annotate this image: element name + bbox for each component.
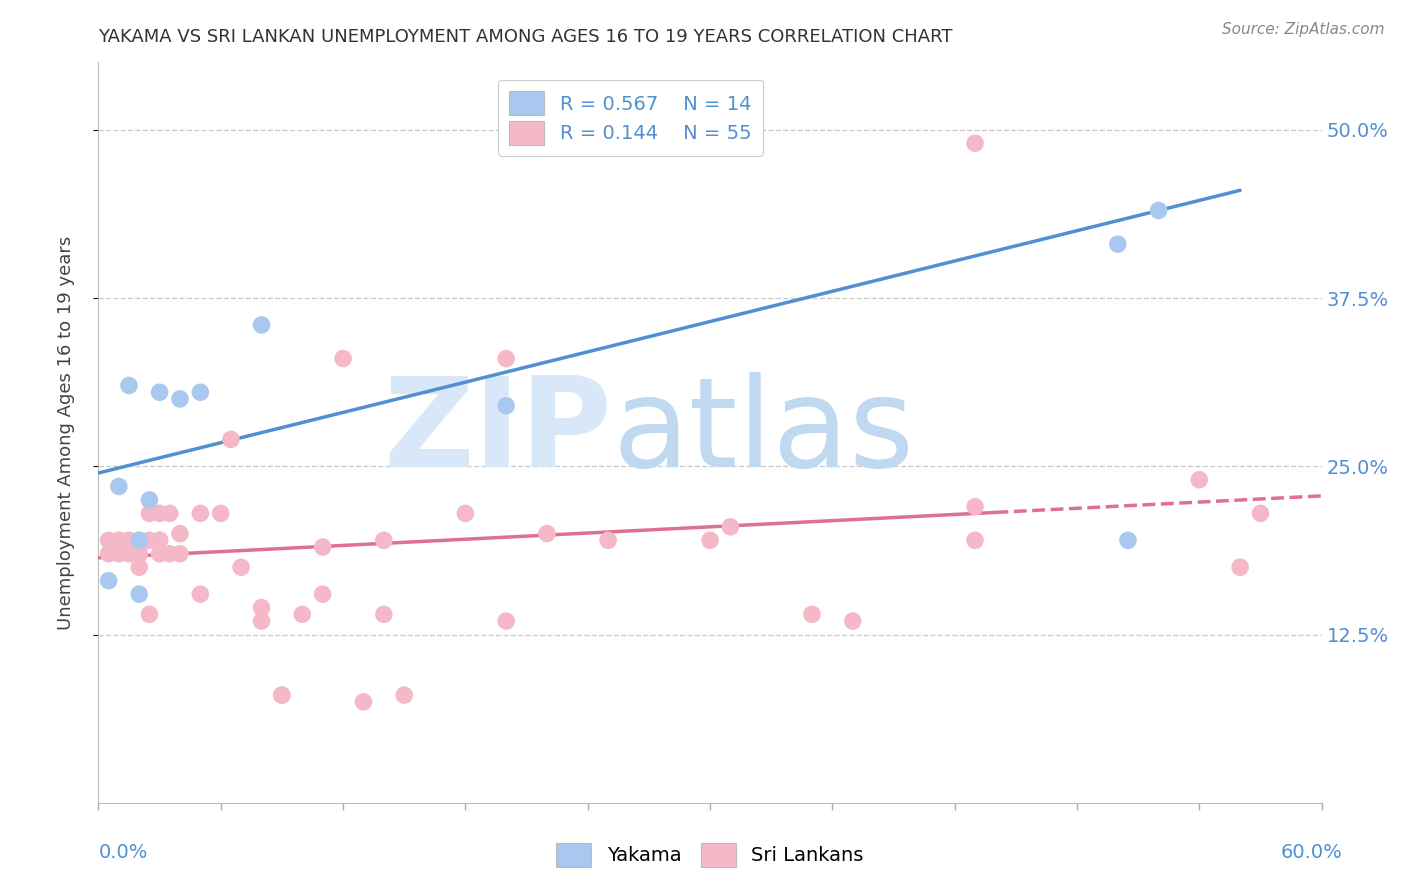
- Point: [149, 507, 172, 521]
- Point: [270, 688, 294, 702]
- Point: [454, 507, 477, 521]
- Point: [270, 688, 294, 702]
- Point: [149, 547, 172, 561]
- Point: [169, 392, 191, 406]
- Point: [149, 533, 172, 548]
- Point: [159, 507, 181, 521]
- Point: [801, 607, 824, 622]
- Point: [138, 492, 160, 507]
- Point: [108, 533, 131, 548]
- Point: [495, 351, 517, 366]
- Point: [495, 614, 517, 628]
- Point: [97, 574, 120, 588]
- Point: [108, 533, 131, 548]
- Point: [128, 547, 150, 561]
- Point: [965, 136, 987, 151]
- Point: [118, 378, 141, 392]
- Point: [188, 385, 212, 400]
- Point: [352, 695, 374, 709]
- Point: [841, 614, 863, 628]
- Point: [108, 479, 131, 493]
- Point: [312, 540, 335, 554]
- Point: [536, 526, 558, 541]
- Point: [373, 607, 395, 622]
- Point: [250, 614, 273, 628]
- Point: [209, 507, 232, 521]
- Point: [149, 533, 172, 548]
- Point: [138, 507, 160, 521]
- Text: 0.0%: 0.0%: [98, 843, 148, 862]
- Point: [128, 533, 150, 548]
- Y-axis label: Unemployment Among Ages 16 to 19 years: Unemployment Among Ages 16 to 19 years: [56, 235, 75, 630]
- Point: [1249, 507, 1271, 521]
- Point: [97, 533, 120, 548]
- Point: [108, 547, 131, 561]
- Point: [495, 399, 517, 413]
- Point: [188, 507, 212, 521]
- Point: [373, 533, 395, 548]
- Point: [250, 600, 273, 615]
- Point: [118, 547, 141, 561]
- Point: [1147, 203, 1170, 218]
- Point: [699, 533, 721, 548]
- Point: [188, 587, 212, 601]
- Point: [965, 500, 987, 514]
- Point: [965, 533, 987, 548]
- Point: [1229, 560, 1251, 574]
- Point: [1107, 237, 1129, 252]
- Point: [159, 547, 181, 561]
- Point: [128, 540, 150, 554]
- Point: [231, 560, 253, 574]
- Text: ZIP: ZIP: [384, 372, 612, 493]
- Point: [312, 587, 335, 601]
- Point: [128, 587, 150, 601]
- Point: [128, 560, 150, 574]
- Text: 60.0%: 60.0%: [1281, 843, 1343, 862]
- Point: [128, 547, 150, 561]
- Point: [332, 351, 354, 366]
- Text: atlas: atlas: [612, 372, 914, 493]
- Point: [250, 318, 273, 332]
- Point: [291, 607, 314, 622]
- Point: [1116, 533, 1139, 548]
- Point: [138, 607, 160, 622]
- Legend: Yakama, Sri Lankans: Yakama, Sri Lankans: [548, 835, 872, 874]
- Point: [169, 526, 191, 541]
- Point: [118, 533, 141, 548]
- Point: [138, 533, 160, 548]
- Point: [97, 547, 120, 561]
- Point: [598, 533, 620, 548]
- Point: [128, 533, 150, 548]
- Text: Source: ZipAtlas.com: Source: ZipAtlas.com: [1222, 22, 1385, 37]
- Point: [1188, 473, 1211, 487]
- Point: [392, 688, 416, 702]
- Point: [169, 547, 191, 561]
- Point: [149, 385, 172, 400]
- Point: [219, 433, 242, 447]
- Point: [718, 520, 742, 534]
- Text: YAKAMA VS SRI LANKAN UNEMPLOYMENT AMONG AGES 16 TO 19 YEARS CORRELATION CHART: YAKAMA VS SRI LANKAN UNEMPLOYMENT AMONG …: [98, 28, 953, 45]
